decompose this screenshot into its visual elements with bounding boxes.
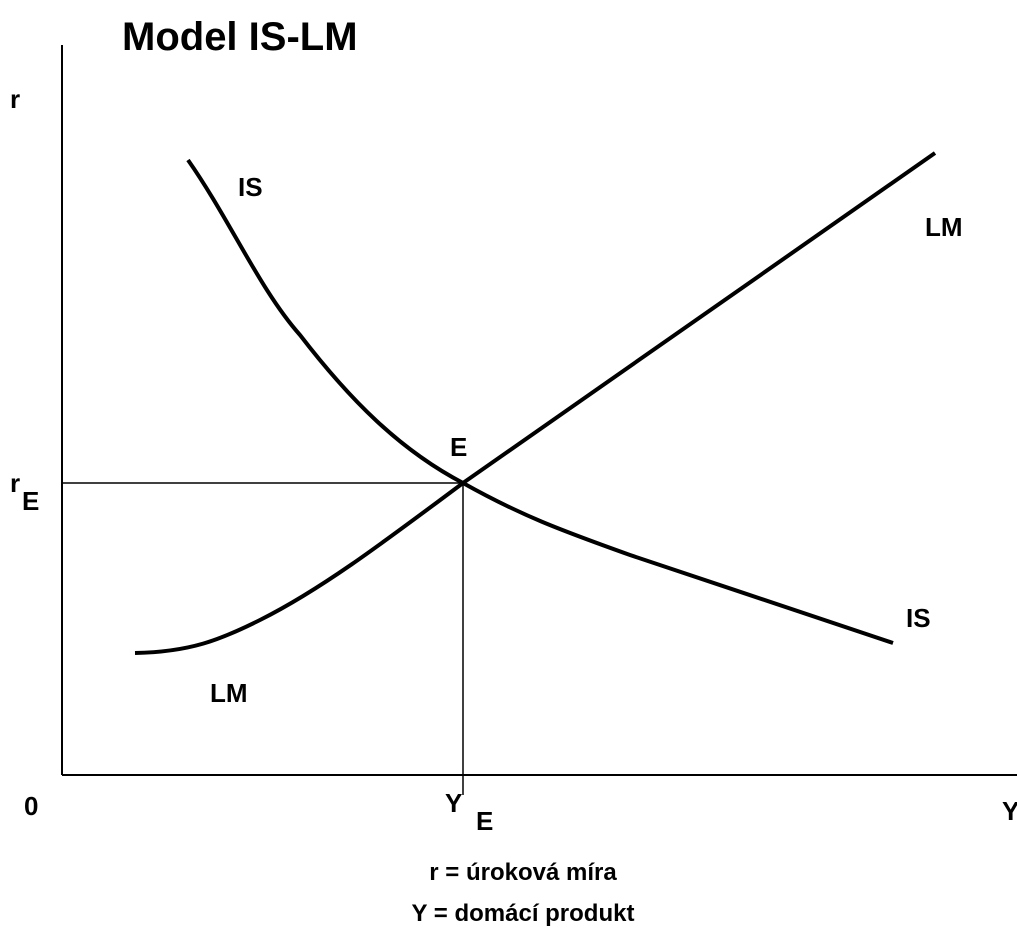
is-label-bottom: IS [906,603,931,633]
y-e-subscript: E [476,806,493,836]
r-e-subscript: E [22,486,39,516]
y-axis-label: r [10,84,20,114]
lm-label-top: LM [925,212,963,242]
lm-curve [134,151,937,655]
origin-label: 0 [24,791,38,821]
x-axis-label: Y [1002,796,1017,826]
r-e-label: r [10,468,20,498]
legend-line: r = úroková míra [429,859,617,886]
is-label-top: IS [238,172,263,202]
legend-line: Y = domácí produkt [412,900,635,927]
lm-label-bottom: LM [210,678,248,708]
equilibrium-label: E [450,432,467,462]
is-curve [186,158,894,645]
title: Model IS-LM [122,15,358,59]
y-e-label: Y [445,788,462,818]
